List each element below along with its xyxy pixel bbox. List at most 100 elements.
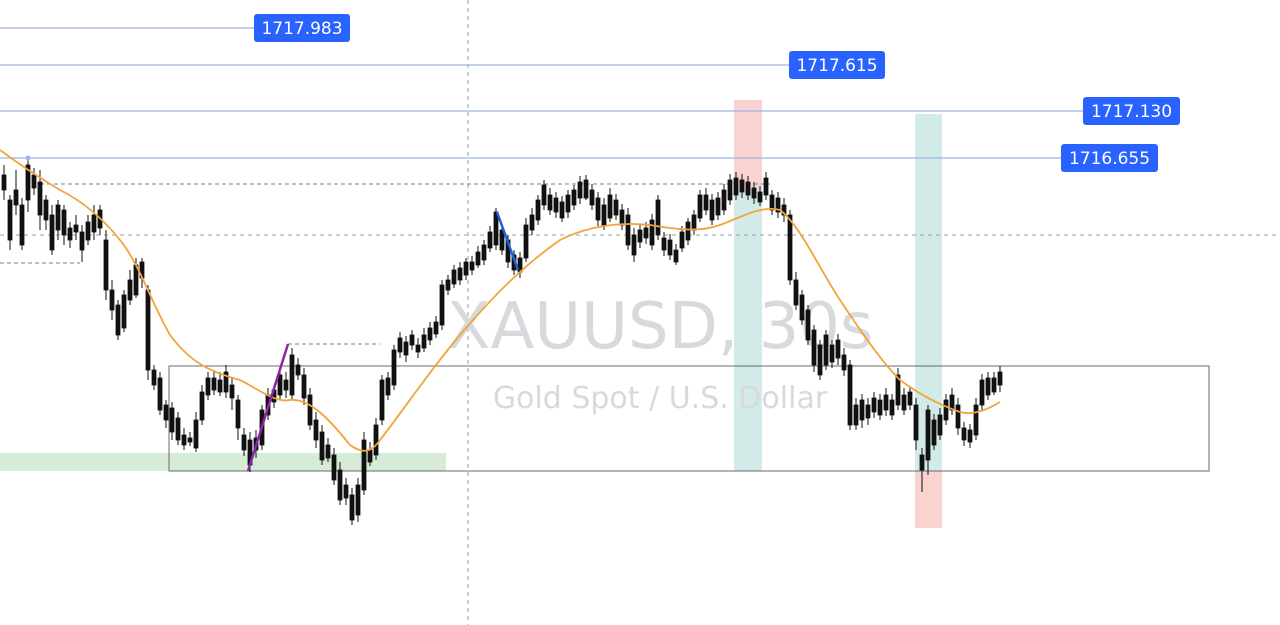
candle — [469, 256, 475, 275]
candle — [721, 184, 727, 215]
candle — [859, 394, 865, 428]
candle — [481, 240, 487, 265]
candle-body-down — [73, 224, 79, 233]
candle-body-down — [373, 424, 379, 456]
candle — [787, 210, 793, 285]
candle-body-down — [205, 377, 211, 396]
candle-body-down — [439, 284, 445, 326]
candle-body-down — [19, 204, 25, 246]
candle — [871, 392, 877, 418]
candle-body-down — [691, 214, 697, 231]
watermark-description: Gold Spot / U.S. Dollar — [493, 381, 828, 416]
candle — [427, 322, 433, 345]
price-level-label[interactable]: 1717.615 — [789, 51, 885, 79]
price-level-label[interactable]: 1717.130 — [1083, 97, 1180, 125]
candle — [937, 408, 943, 440]
candle-body-down — [217, 379, 223, 393]
candle-body-down — [895, 374, 901, 406]
candle-body-down — [481, 244, 487, 261]
candle-body-down — [835, 339, 841, 359]
price-label-text: 1717.983 — [261, 19, 342, 39]
candle-body-down — [421, 334, 427, 349]
candle — [43, 195, 49, 230]
candle-body-down — [613, 199, 619, 216]
candle — [745, 176, 751, 200]
candle-body-down — [919, 454, 925, 471]
candle-body-down — [223, 371, 229, 393]
candle — [829, 340, 835, 368]
candle — [1, 165, 7, 200]
candle-body-down — [649, 219, 655, 246]
candle-body-down — [301, 374, 307, 399]
candle — [211, 370, 217, 395]
candle — [361, 432, 367, 495]
price-label-text: 1716.655 — [1069, 149, 1150, 169]
candle — [553, 192, 559, 218]
candle — [997, 366, 1003, 392]
candle-body-down — [37, 181, 43, 216]
candle — [601, 198, 607, 230]
candle-body-down — [967, 429, 973, 443]
candle — [79, 225, 85, 262]
candle-body-down — [487, 231, 493, 249]
candle — [697, 190, 703, 222]
candle — [319, 425, 325, 465]
candle — [757, 186, 763, 206]
candle-body-down — [49, 214, 55, 251]
level-anchor-dot[interactable] — [25, 155, 31, 161]
candle-body-down — [469, 261, 475, 271]
price-level-lines — [0, 27, 1083, 159]
candle-body-down — [979, 379, 985, 406]
candle — [13, 170, 19, 215]
candle — [973, 398, 979, 440]
range-box[interactable] — [168, 365, 1210, 472]
price-label-text: 1717.615 — [796, 56, 877, 76]
candle-body-down — [397, 337, 403, 353]
candle — [607, 188, 613, 222]
candle — [223, 365, 229, 398]
candle-body-down — [61, 209, 67, 236]
candle-body-down — [547, 194, 553, 211]
candle-body-down — [427, 327, 433, 341]
candle — [115, 300, 121, 340]
candle-body-down — [43, 199, 49, 221]
candle — [19, 198, 25, 250]
candle-body-down — [241, 434, 247, 451]
candle — [349, 488, 355, 525]
candle-body-down — [889, 399, 895, 416]
candle-body-down — [229, 384, 235, 399]
candle-body-down — [391, 349, 397, 386]
candle-body-down — [589, 189, 595, 206]
candle-body-down — [703, 194, 709, 211]
candle — [877, 394, 883, 420]
candle — [157, 372, 163, 415]
candle-body-down — [67, 227, 73, 241]
candle-body-down — [943, 399, 949, 421]
candle — [241, 428, 247, 456]
price-level-label[interactable]: 1716.655 — [1061, 144, 1158, 172]
candle — [889, 394, 895, 420]
candle — [403, 336, 409, 362]
candle — [85, 215, 91, 245]
candle-body-down — [451, 269, 457, 285]
candle — [583, 175, 589, 200]
candle-body-down — [829, 344, 835, 363]
price-level-label[interactable]: 1717.983 — [254, 14, 350, 42]
candle — [163, 400, 169, 428]
blue-trend-line[interactable] — [495, 211, 520, 271]
candle-body-down — [709, 199, 715, 221]
candle-body-down — [727, 179, 733, 201]
red-highlight-zone-1 — [734, 100, 762, 190]
candle-body-down — [367, 449, 373, 463]
candle — [703, 188, 709, 215]
candle — [289, 348, 295, 400]
candle — [661, 232, 667, 256]
candle — [739, 174, 745, 198]
purple-trend-line[interactable] — [246, 343, 290, 472]
candle — [283, 372, 289, 398]
candle — [841, 348, 847, 376]
candle — [727, 174, 733, 205]
candle-body-down — [121, 294, 127, 329]
candle-body-down — [661, 237, 667, 251]
